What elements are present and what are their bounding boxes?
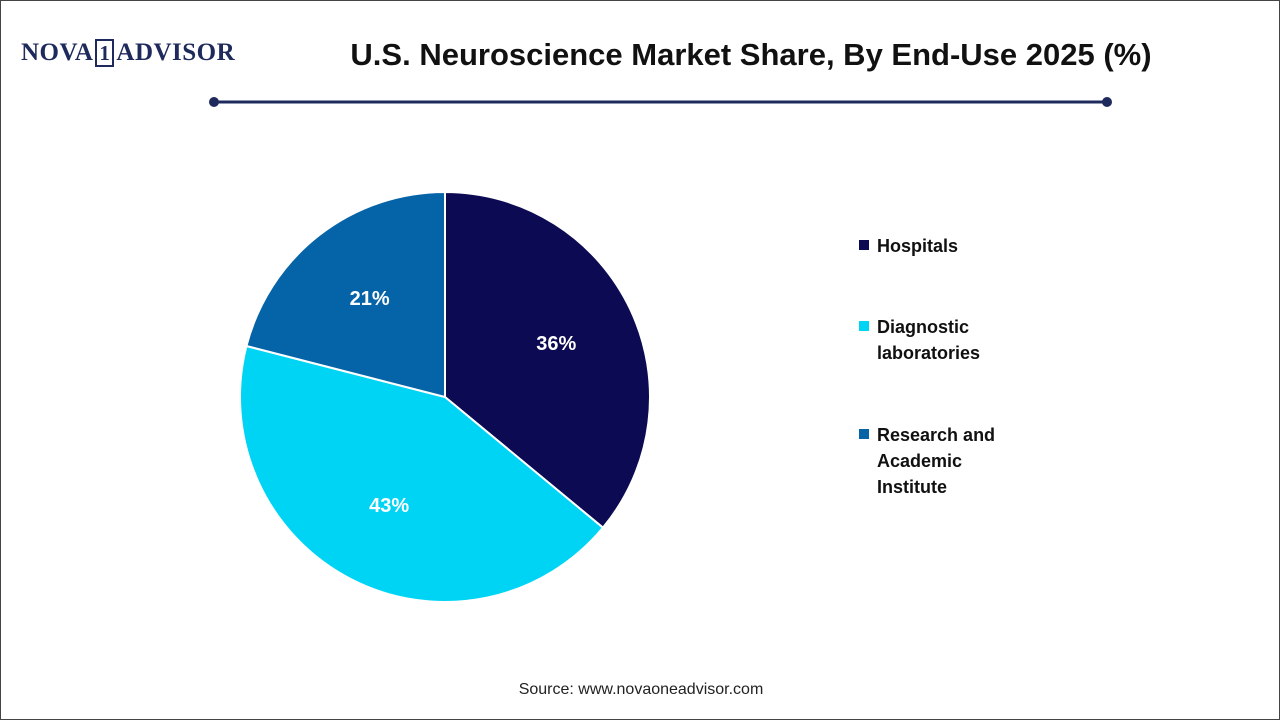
pie: 36% 43% 21%	[239, 190, 651, 603]
logo-text: NOVA	[21, 39, 94, 66]
logo: NOVA 1 ADVISOR	[21, 39, 235, 67]
logo-text: 1	[95, 39, 115, 67]
data-label: 36%	[536, 333, 576, 355]
data-label: 21%	[350, 288, 390, 310]
pie-slice	[245, 190, 446, 399]
legend-entry: Research and Academic Institute	[859, 422, 1017, 500]
legend-entry: Hospitals	[859, 233, 1017, 259]
data-label: 43%	[369, 495, 409, 517]
legend-label: Diagnostic laboratories	[877, 317, 981, 363]
logo-text: ADVISOR	[116, 39, 236, 66]
legend-label: Research and Academic Institute	[877, 425, 996, 497]
pie-slice	[444, 190, 651, 530]
legend-swatch	[859, 429, 869, 439]
legend-entry: Diagnostic laboratories	[859, 314, 1017, 366]
legend-label: Hospitals	[877, 236, 959, 256]
legend-swatch	[859, 321, 869, 331]
pie-slice	[239, 344, 605, 603]
rule-dot	[1102, 97, 1112, 107]
legend: Hospitals Diagnostic laboratories Research…	[859, 233, 1017, 500]
legend-swatch	[859, 240, 869, 250]
chart-title: U.S. Neuroscience Market Share, By End-U…	[350, 37, 1152, 72]
source: Source: www.novaoneadvisor.com	[518, 681, 764, 698]
rule-dot	[209, 97, 219, 107]
